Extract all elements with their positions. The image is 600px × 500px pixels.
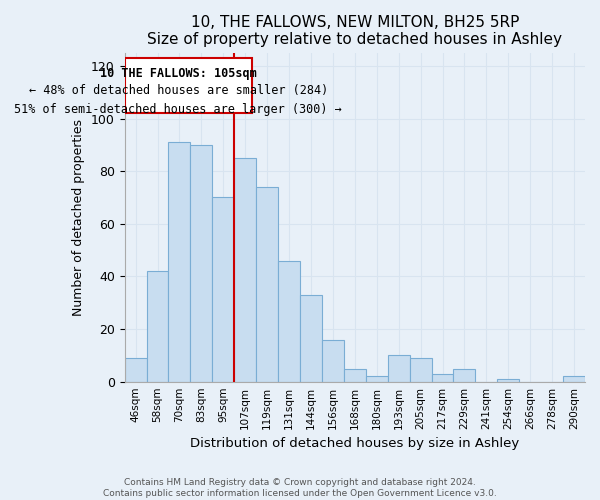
Bar bbox=[169, 142, 190, 382]
Bar bbox=[256, 187, 278, 382]
Bar bbox=[322, 340, 344, 382]
Text: 51% of semi-detached houses are larger (300) →: 51% of semi-detached houses are larger (… bbox=[14, 102, 342, 116]
Bar bbox=[212, 198, 234, 382]
Bar bbox=[146, 271, 169, 382]
Bar bbox=[388, 356, 410, 382]
Bar bbox=[454, 368, 475, 382]
Text: 10 THE FALLOWS: 105sqm: 10 THE FALLOWS: 105sqm bbox=[100, 67, 257, 80]
Bar bbox=[431, 374, 454, 382]
Title: 10, THE FALLOWS, NEW MILTON, BH25 5RP
Size of property relative to detached hous: 10, THE FALLOWS, NEW MILTON, BH25 5RP Si… bbox=[148, 15, 562, 48]
Bar bbox=[125, 358, 146, 382]
Bar bbox=[278, 260, 300, 382]
Bar bbox=[234, 158, 256, 382]
Text: Contains HM Land Registry data © Crown copyright and database right 2024.
Contai: Contains HM Land Registry data © Crown c… bbox=[103, 478, 497, 498]
Bar bbox=[344, 368, 366, 382]
X-axis label: Distribution of detached houses by size in Ashley: Distribution of detached houses by size … bbox=[190, 437, 520, 450]
Bar bbox=[190, 145, 212, 382]
Bar bbox=[366, 376, 388, 382]
Y-axis label: Number of detached properties: Number of detached properties bbox=[73, 118, 85, 316]
Bar bbox=[125, 58, 252, 114]
Bar bbox=[410, 358, 431, 382]
Bar bbox=[563, 376, 585, 382]
Text: ← 48% of detached houses are smaller (284): ← 48% of detached houses are smaller (28… bbox=[29, 84, 328, 98]
Bar bbox=[300, 295, 322, 382]
Bar bbox=[497, 379, 519, 382]
